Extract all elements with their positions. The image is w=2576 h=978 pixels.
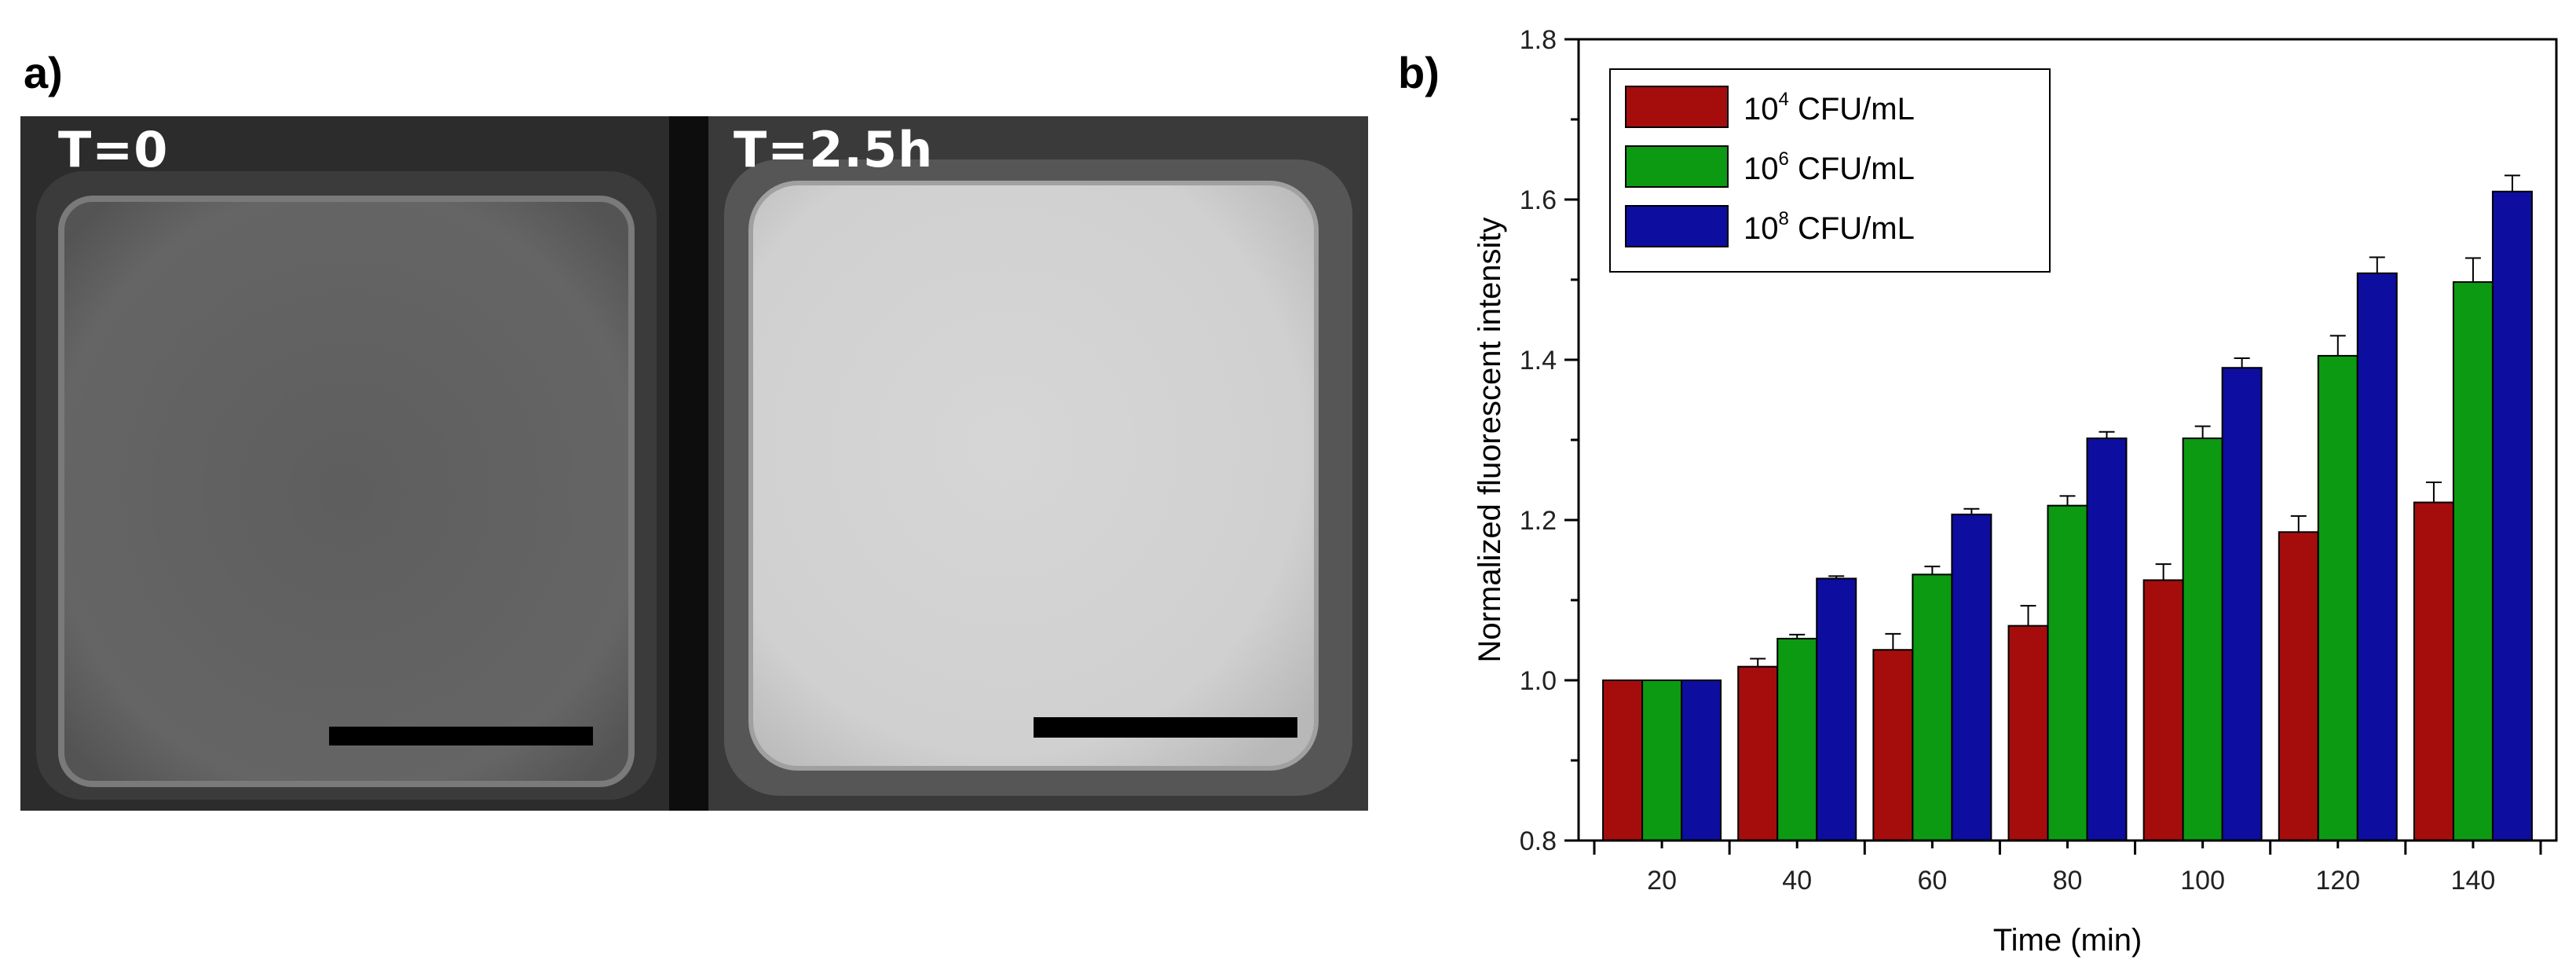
scale-bar-left: [329, 727, 593, 745]
bar-s1-t120: [2278, 531, 2319, 841]
bar-s3-t120: [2356, 272, 2398, 841]
bar-s3-t80: [2086, 437, 2128, 841]
bar-s3-t100: [2221, 367, 2263, 841]
bar-s1-t40: [1737, 665, 1779, 841]
bar-s3-t20: [1681, 679, 1722, 841]
bar-s2-t20: [1641, 679, 1683, 841]
x-tick-label: 40: [1782, 866, 1812, 896]
bar-s2-t80: [2047, 504, 2088, 841]
panel-b-label: b): [1398, 48, 1440, 97]
y-tick-label: 1.6: [1520, 185, 1557, 215]
y-axis-title: Normalized fluorescent intensity: [1473, 218, 1507, 663]
legend-swatch-s2: [1625, 145, 1729, 188]
left-well-dim: [58, 196, 635, 787]
bar-s2-t120: [2317, 354, 2358, 841]
bar-chart-svg: 0.8 1.0 1.2 1.4 1.6 1.8 20 40 60 80 100 120 140 Time …: [1473, 25, 2558, 958]
bar-s2-t40: [1776, 637, 1818, 842]
legend-swatch-s1: [1625, 86, 1729, 128]
right-well-bright: [748, 181, 1319, 771]
x-tick-label: 60: [1917, 866, 1947, 896]
bar-s2-t140: [2452, 281, 2494, 841]
axes-group: 0.8 1.0 1.2 1.4 1.6 1.8 20 40 60 80 100 120 140 Time …: [1473, 25, 2558, 958]
micrograph-panel: T=0 T=2.5h: [20, 116, 1368, 811]
x-tick-label: 80: [2053, 866, 2083, 896]
time-label-t25: T=2.5h: [734, 121, 934, 178]
bar-s3-t40: [1816, 577, 1857, 842]
micrograph-image: [20, 116, 1368, 811]
bars-group: [1602, 190, 2533, 842]
bar-s2-t60: [1912, 573, 1953, 841]
time-label-t0: T=0: [58, 121, 169, 178]
y-tick-label: 1.0: [1520, 666, 1557, 696]
bar-s1-t140: [2413, 501, 2454, 841]
bar-chart: 0.8 1.0 1.2 1.4 1.6 1.8 20 40 60 80 100 120 140 Time …: [1437, 16, 2568, 974]
error-bars-group: [1750, 174, 2520, 667]
legend: 104 CFU/mL 106 CFU/mL 108 CFU/mL: [1609, 68, 2051, 273]
x-tick-label: 120: [2315, 866, 2360, 896]
legend-label-s1: 104 CFU/mL: [1744, 89, 1915, 126]
bar-s1-t80: [2007, 625, 2049, 841]
x-tick-label: 100: [2180, 866, 2225, 896]
bar-s3-t140: [2491, 190, 2533, 842]
y-tick-label: 1.8: [1520, 25, 1557, 55]
panel-a-label: a): [24, 48, 63, 97]
y-tick-label: 1.4: [1520, 346, 1557, 375]
legend-swatch-s3: [1625, 205, 1729, 247]
y-tick-label: 0.8: [1520, 826, 1557, 856]
scale-bar-right: [1034, 717, 1297, 738]
legend-label-s2: 106 CFU/mL: [1744, 148, 1915, 186]
bar-s3-t60: [1951, 513, 1992, 841]
bar-s2-t100: [2182, 437, 2223, 841]
x-axis-title: Time (min): [1993, 923, 2142, 958]
x-tick-label: 140: [2451, 866, 2496, 896]
bar-s1-t20: [1602, 679, 1644, 841]
legend-label-s3: 108 CFU/mL: [1744, 208, 1915, 246]
y-tick-label: 1.2: [1520, 506, 1557, 536]
x-tick-label: 20: [1647, 866, 1677, 896]
bar-s1-t100: [2142, 579, 2184, 841]
bar-s1-t60: [1872, 649, 1914, 841]
image-divider: [669, 116, 708, 811]
